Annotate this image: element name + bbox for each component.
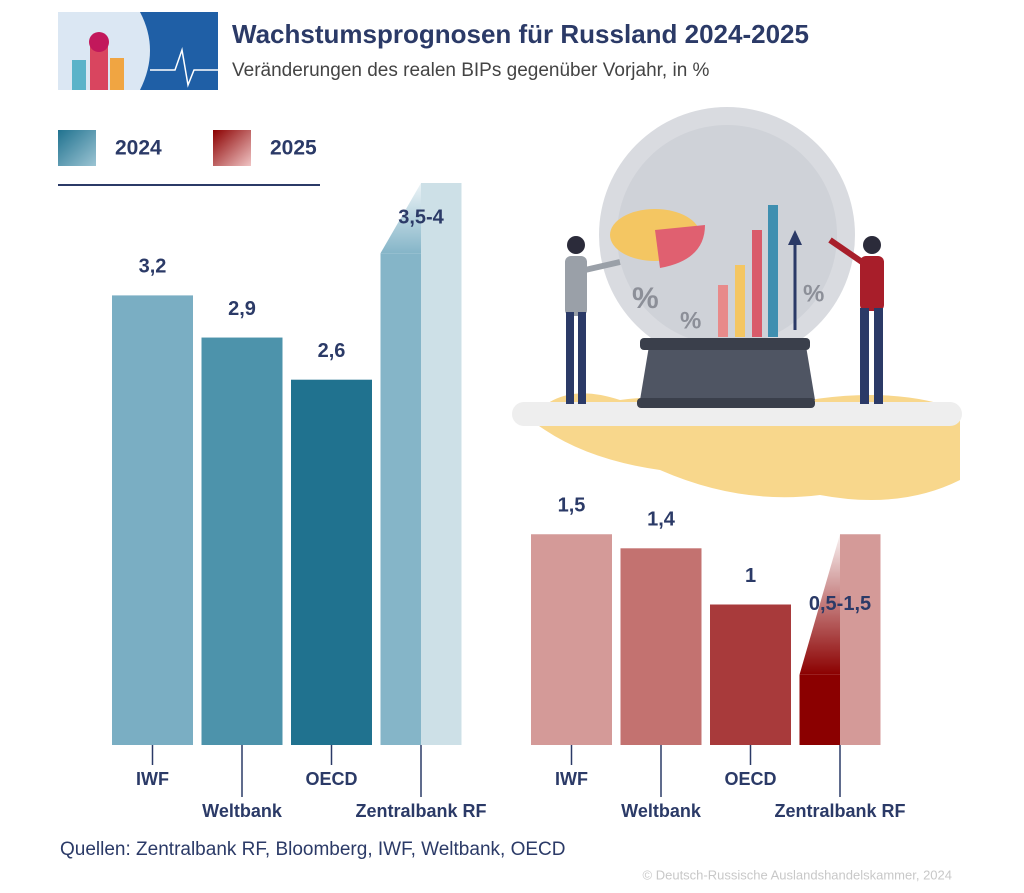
value-label: 1,4 [647,509,676,531]
illustration: % % % [512,107,962,500]
value-label: 0,5-1,5 [809,593,871,615]
chart-title: Wachstumsprognosen für Russland 2024-202… [232,19,809,49]
x-tick-label: Zentralbank RF [774,801,905,821]
value-label: 1,5 [558,495,586,517]
chart-subtitle: Veränderungen des realen BIPs gegenüber … [232,60,710,81]
value-label: 3,5-4 [398,206,444,228]
header-icon [58,12,218,90]
legend-label: 2024 [115,137,162,160]
x-tick-label: OECD [724,769,776,789]
value-label: 1 [745,565,756,587]
svg-text:%: % [632,282,659,315]
legend-label: 2025 [270,137,317,160]
range-bar-lower [799,674,840,745]
x-tick-label: Zentralbank RF [355,801,486,821]
bar [201,337,283,745]
bar [620,548,702,745]
legend-swatch [58,130,96,166]
x-tick-label: IWF [555,769,588,789]
svg-text:%: % [680,307,701,334]
copyright: © Deutsch-Russische Auslandshandelskamme… [643,867,952,882]
bar [112,295,193,745]
range-bar-span [799,534,840,675]
range-bar-upper [840,534,881,745]
value-label: 3,2 [139,256,167,278]
x-tick-label: OECD [305,769,357,789]
x-tick-label: IWF [136,769,169,789]
source-note: Quellen: Zentralbank RF, Bloomberg, IWF,… [60,839,565,860]
x-tick-label: Weltbank [621,801,702,821]
range-bar-span [380,183,421,254]
range-bar-upper [421,183,462,745]
x-tick-label: Weltbank [202,801,283,821]
value-label: 2,9 [228,298,256,320]
bar [291,379,372,745]
range-bar-lower [380,253,421,745]
legend-swatch [213,130,251,166]
bar [710,604,791,745]
value-label: 2,6 [318,340,346,362]
bar [531,534,612,745]
svg-text:%: % [803,280,824,307]
